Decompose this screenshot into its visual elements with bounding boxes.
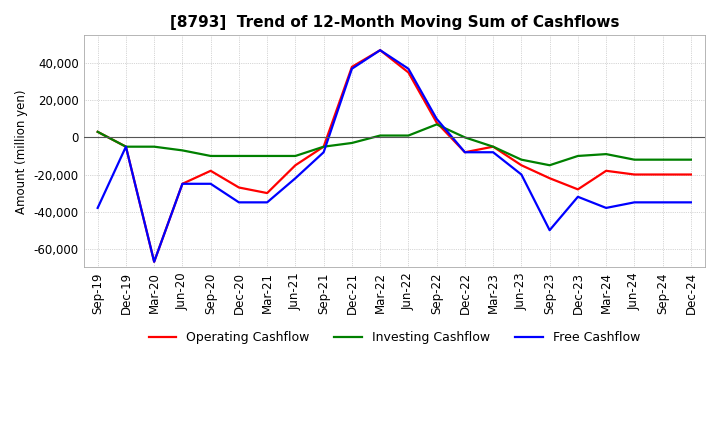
Investing Cashflow xyxy=(687,157,696,162)
Operating Cashflow xyxy=(630,172,639,177)
Operating Cashflow xyxy=(687,172,696,177)
Free Cashflow xyxy=(348,66,356,71)
Operating Cashflow xyxy=(150,259,158,264)
Investing Cashflow xyxy=(602,151,611,157)
Free Cashflow xyxy=(602,205,611,211)
Investing Cashflow xyxy=(376,133,384,138)
Operating Cashflow xyxy=(602,168,611,173)
Free Cashflow xyxy=(517,172,526,177)
Investing Cashflow xyxy=(630,157,639,162)
Operating Cashflow xyxy=(320,144,328,149)
Operating Cashflow xyxy=(545,176,554,181)
Operating Cashflow xyxy=(432,120,441,125)
Operating Cashflow xyxy=(461,150,469,155)
Investing Cashflow xyxy=(461,135,469,140)
Investing Cashflow xyxy=(432,122,441,127)
Operating Cashflow xyxy=(263,191,271,196)
Free Cashflow xyxy=(178,181,186,187)
Investing Cashflow xyxy=(263,153,271,158)
Line: Investing Cashflow: Investing Cashflow xyxy=(98,125,691,165)
Investing Cashflow xyxy=(122,144,130,149)
Free Cashflow xyxy=(263,200,271,205)
Operating Cashflow xyxy=(517,163,526,168)
Investing Cashflow xyxy=(207,153,215,158)
Operating Cashflow xyxy=(122,144,130,149)
Operating Cashflow xyxy=(574,187,582,192)
Free Cashflow xyxy=(432,116,441,121)
Investing Cashflow xyxy=(348,140,356,146)
Free Cashflow xyxy=(291,176,300,181)
Free Cashflow xyxy=(150,259,158,264)
Free Cashflow xyxy=(207,181,215,187)
Operating Cashflow xyxy=(207,168,215,173)
Operating Cashflow xyxy=(658,172,667,177)
Line: Operating Cashflow: Operating Cashflow xyxy=(98,50,691,262)
Investing Cashflow xyxy=(178,148,186,153)
Free Cashflow xyxy=(235,200,243,205)
Investing Cashflow xyxy=(489,144,498,149)
Free Cashflow xyxy=(630,200,639,205)
Free Cashflow xyxy=(94,205,102,211)
Operating Cashflow xyxy=(178,181,186,187)
Operating Cashflow xyxy=(291,163,300,168)
Investing Cashflow xyxy=(574,153,582,158)
Free Cashflow xyxy=(461,150,469,155)
Investing Cashflow xyxy=(404,133,413,138)
Investing Cashflow xyxy=(235,153,243,158)
Free Cashflow xyxy=(574,194,582,199)
Investing Cashflow xyxy=(291,153,300,158)
Free Cashflow xyxy=(376,48,384,53)
Y-axis label: Amount (million yen): Amount (million yen) xyxy=(15,89,28,213)
Investing Cashflow xyxy=(94,129,102,135)
Operating Cashflow xyxy=(235,185,243,190)
Free Cashflow xyxy=(320,150,328,155)
Investing Cashflow xyxy=(320,144,328,149)
Operating Cashflow xyxy=(348,64,356,70)
Line: Free Cashflow: Free Cashflow xyxy=(98,50,691,262)
Operating Cashflow xyxy=(489,144,498,149)
Free Cashflow xyxy=(545,227,554,233)
Investing Cashflow xyxy=(545,163,554,168)
Title: [8793]  Trend of 12-Month Moving Sum of Cashflows: [8793] Trend of 12-Month Moving Sum of C… xyxy=(169,15,619,30)
Free Cashflow xyxy=(687,200,696,205)
Investing Cashflow xyxy=(517,157,526,162)
Operating Cashflow xyxy=(404,70,413,75)
Operating Cashflow xyxy=(376,48,384,53)
Investing Cashflow xyxy=(150,144,158,149)
Free Cashflow xyxy=(489,150,498,155)
Free Cashflow xyxy=(404,66,413,71)
Legend: Operating Cashflow, Investing Cashflow, Free Cashflow: Operating Cashflow, Investing Cashflow, … xyxy=(143,326,645,349)
Operating Cashflow xyxy=(94,129,102,135)
Investing Cashflow xyxy=(658,157,667,162)
Free Cashflow xyxy=(658,200,667,205)
Free Cashflow xyxy=(122,144,130,149)
